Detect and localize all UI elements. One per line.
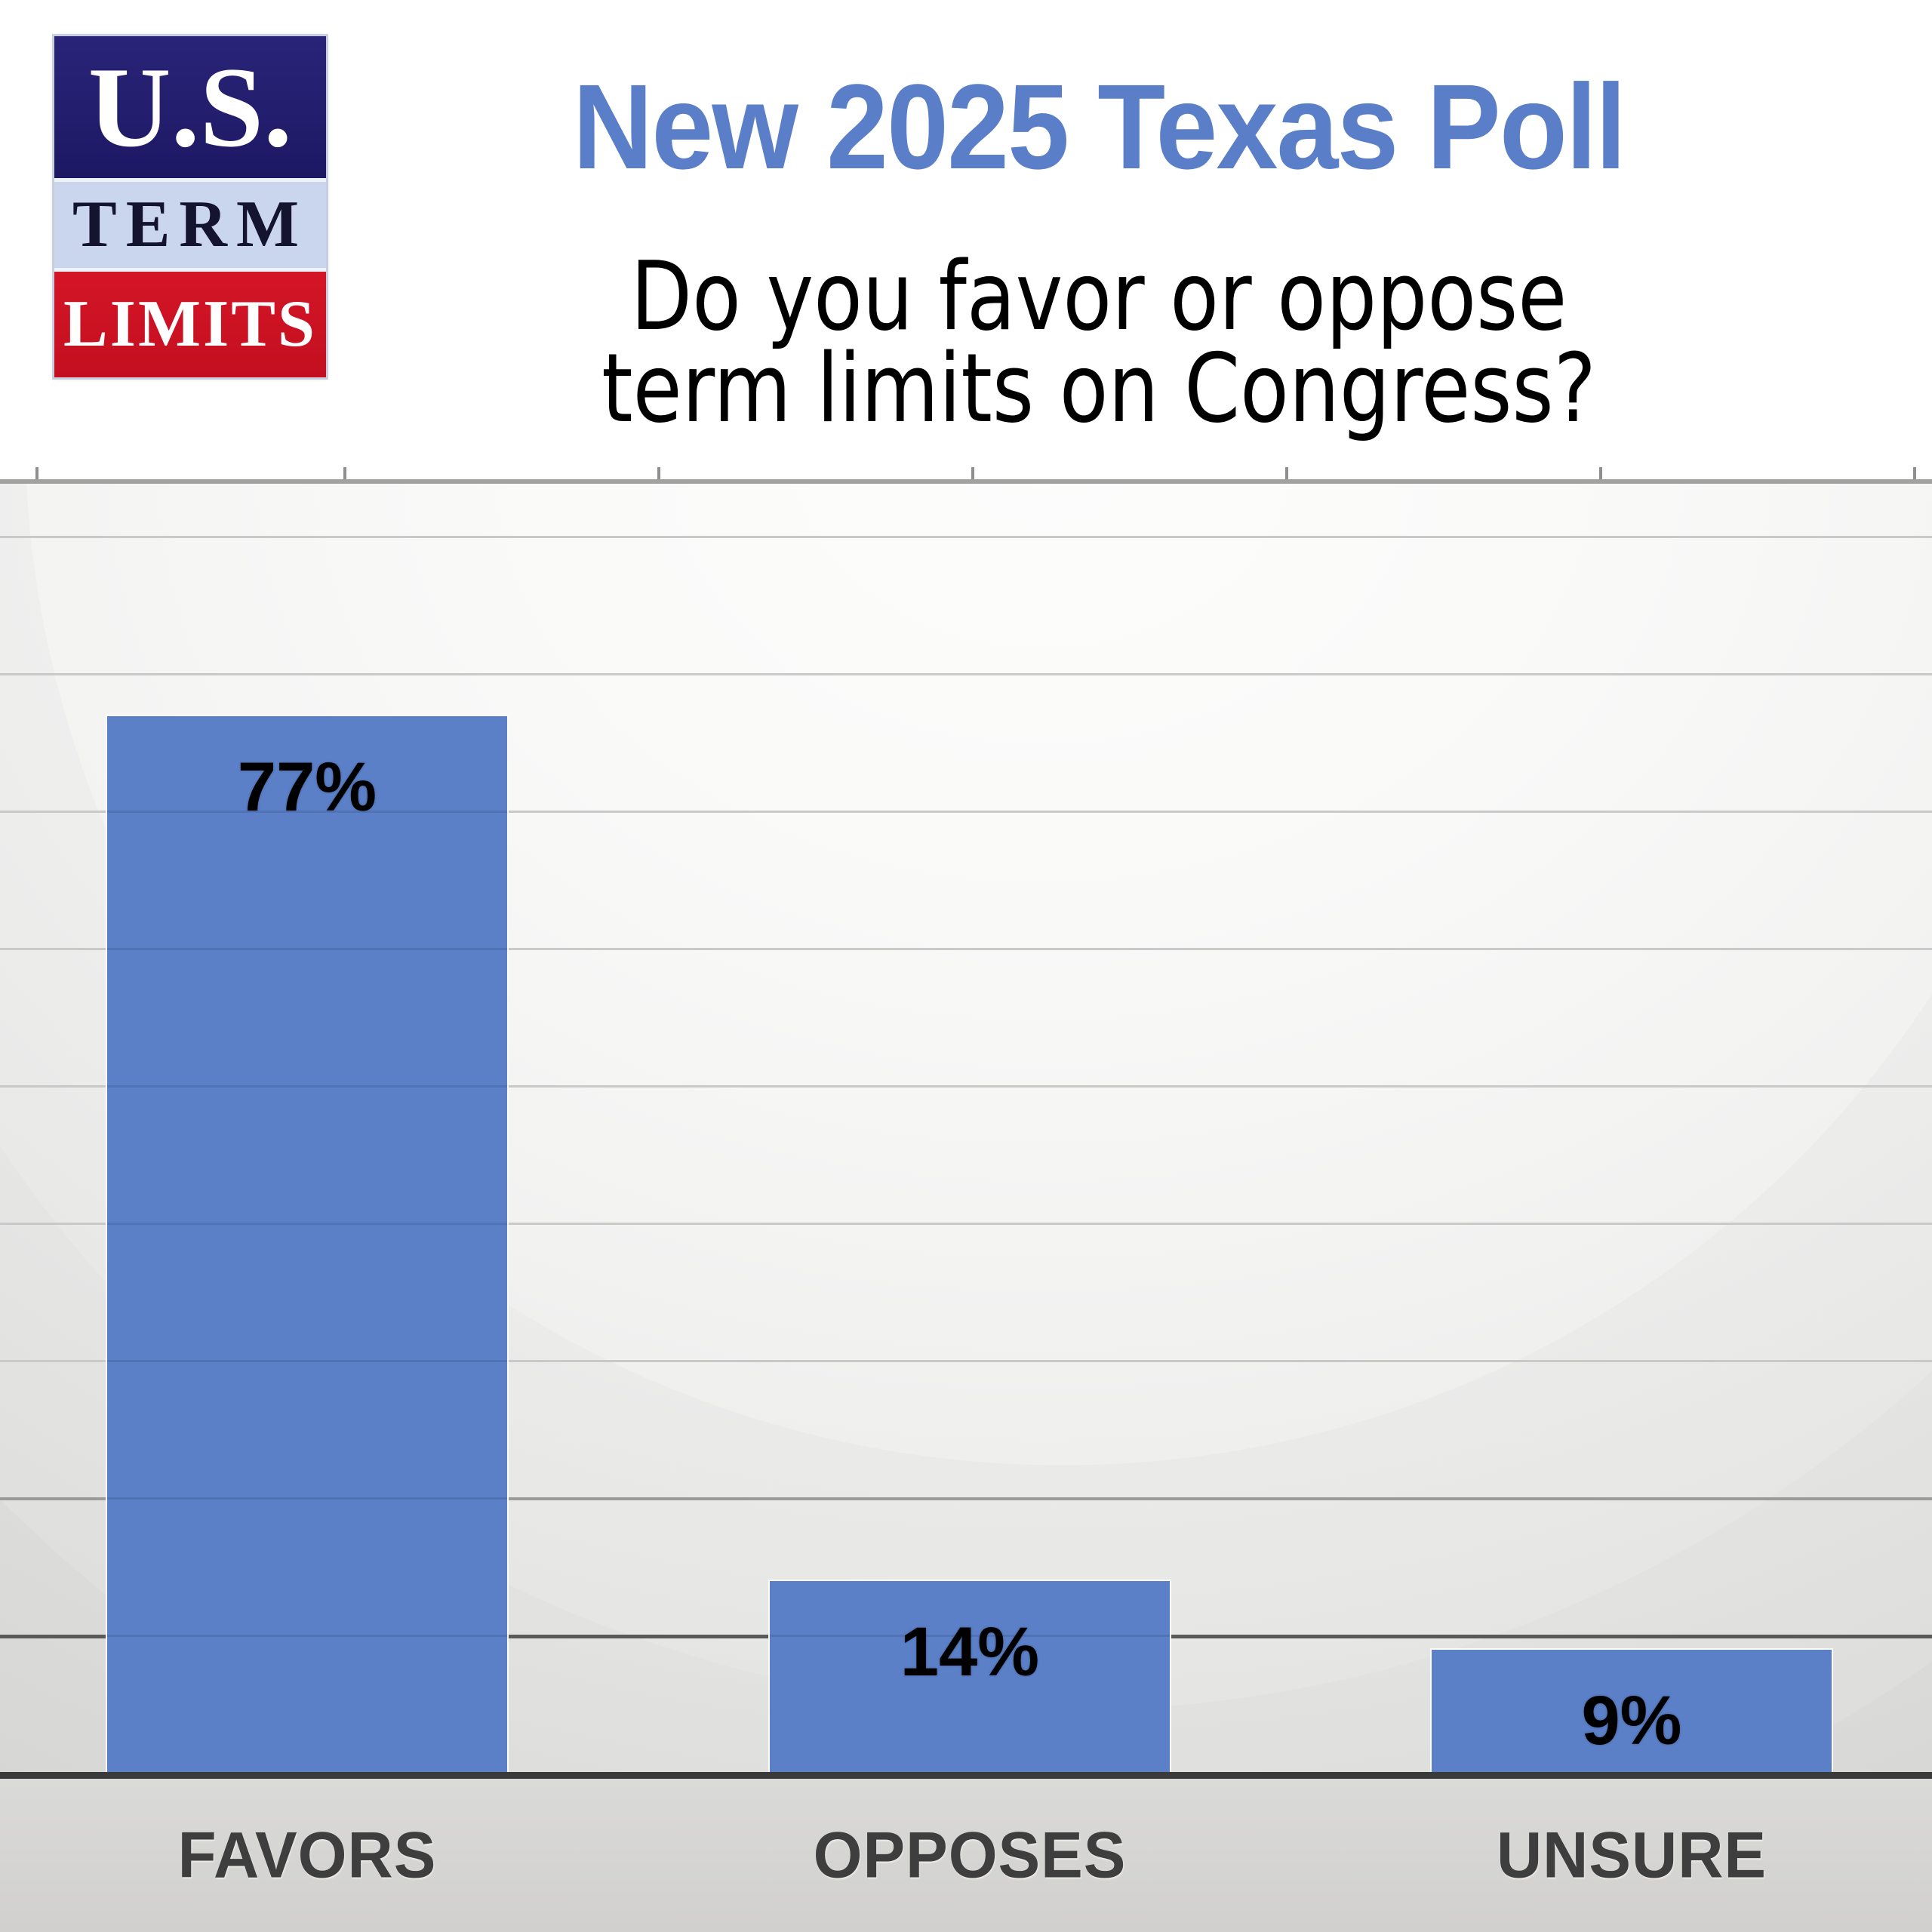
category-label-unsure: UNSURE	[1496, 1819, 1767, 1891]
axis-tick	[1285, 467, 1288, 479]
category-label-opposes: OPPOSES	[813, 1819, 1127, 1891]
gridline-20	[0, 1497, 1932, 1500]
logo-band-limits: LIMITS	[54, 272, 326, 377]
gridline-80	[0, 673, 1932, 675]
value-label-unsure: 9%	[1581, 1682, 1682, 1759]
gridline-70	[0, 811, 1932, 813]
value-label-opposes: 14%	[900, 1614, 1040, 1690]
plot-area: 77% 14% 9%	[0, 479, 1932, 1772]
axis-tick	[1913, 467, 1916, 479]
gridline-90	[0, 536, 1932, 538]
logo-band-term: TERM	[54, 178, 326, 272]
subtitle-line-2: term limits on Congress?	[601, 333, 1596, 444]
page-subtitle: Do you favor or oppose term limits on Co…	[399, 241, 1799, 444]
page-title: New 2025 Texas Poll	[572, 59, 1626, 194]
bar-unsure	[1430, 1648, 1833, 1772]
ustl-logo: U.S. TERM LIMITS	[54, 36, 326, 377]
gridline-40	[0, 1223, 1932, 1225]
category-label-favors: FAVORS	[177, 1819, 437, 1891]
x-axis-line	[0, 1772, 1932, 1779]
axis-tick	[343, 467, 346, 479]
plot-top-border	[0, 479, 1932, 484]
value-label-favors: 77%	[237, 749, 377, 826]
axis-tick	[35, 467, 38, 479]
bar-opposes	[768, 1580, 1171, 1772]
logo-text-us: U.S.	[88, 44, 293, 171]
gridline-30	[0, 1360, 1932, 1362]
header: U.S. TERM LIMITS New 2025 Texas Poll Do …	[0, 0, 1932, 479]
axis-tick	[971, 467, 974, 479]
subtitle-line-1: Do you favor or oppose	[630, 241, 1567, 352]
category-axis-strip: FAVORS OPPOSES UNSURE	[0, 1779, 1932, 1932]
axis-tick	[1599, 467, 1602, 479]
gridline-60	[0, 948, 1932, 950]
logo-text-term: TERM	[72, 188, 308, 261]
gridline-50	[0, 1085, 1932, 1088]
axis-tick	[657, 467, 660, 479]
title-block: New 2025 Texas Poll Do you favor or oppo…	[266, 0, 1932, 479]
poll-bar-chart: 77% 14% 9% FAVORS OPPOSES UNSURE	[0, 467, 1932, 1932]
bar-favors	[106, 715, 509, 1772]
logo-band-us: U.S.	[54, 36, 326, 178]
logo-text-limits: LIMITS	[63, 288, 317, 361]
